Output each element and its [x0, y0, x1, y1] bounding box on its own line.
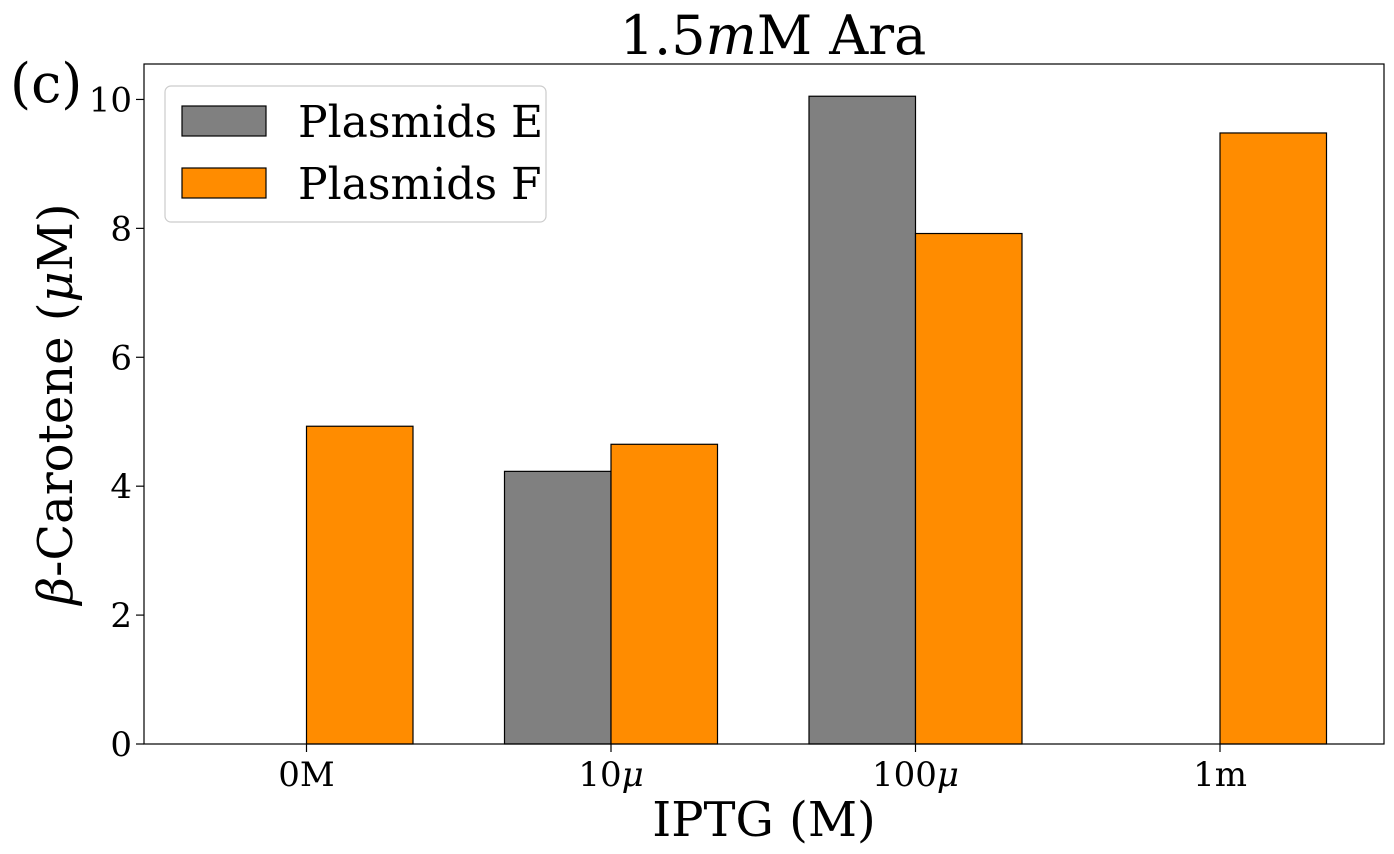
y-axis-ticks: 0 2 4 6 8 10 — [89, 80, 144, 765]
panel-label: (c) — [10, 52, 82, 115]
bar-plasmids-e-1 — [503, 470, 612, 745]
chart-title-number: 1.5 — [620, 4, 706, 67]
x-tick-label: 0M — [278, 755, 334, 795]
chart-title-rest: M Ara — [757, 4, 926, 67]
y-axis-label: β-Carotene (μM) — [28, 203, 84, 606]
bar-plasmids-e-2 — [808, 95, 917, 745]
x-tick-unit: μ — [937, 755, 959, 795]
y-tick-label: 0 — [110, 725, 132, 765]
x-tick-label: 1m — [1193, 755, 1247, 795]
bars-group — [305, 95, 1328, 745]
y-tick-label: 4 — [110, 467, 132, 507]
x-axis-ticks: 0M 10μ 100μ 1m — [278, 744, 1247, 795]
y-axis-label-end: M) — [28, 203, 84, 271]
x-tick-label: 10μ — [578, 755, 643, 795]
bar-plasmids-f-1 — [610, 443, 719, 745]
y-tick-label: 2 — [110, 596, 132, 636]
plot-frame — [143, 63, 1385, 745]
legend-label-plasmids-f: Plasmids F — [298, 159, 542, 210]
legend-swatch-plasmids-f — [181, 167, 267, 199]
x-axis-label: IPTG (M) — [652, 792, 875, 848]
bar-plasmids-f-3 — [1219, 132, 1328, 745]
bar-plasmids-f-0 — [305, 425, 414, 745]
legend-swatch-plasmids-e — [181, 105, 267, 137]
x-tick-number: 100 — [872, 755, 937, 795]
legend-label-plasmids-e: Plasmids E — [298, 97, 543, 148]
y-tick-label: 6 — [110, 338, 132, 378]
y-axis-label-text: -Carotene ( — [28, 302, 84, 576]
x-tick-unit: μ — [622, 755, 644, 795]
bar-plasmids-f-2 — [914, 232, 1023, 745]
x-tick-number: 10 — [578, 755, 621, 795]
chart-title-italic: m — [706, 4, 757, 67]
legend: Plasmids E Plasmids F — [164, 85, 547, 223]
y-tick-label: 8 — [110, 209, 132, 249]
x-tick-label: 100μ — [872, 755, 959, 795]
y-axis-label-symbol: β — [28, 577, 84, 607]
y-tick-label: 10 — [89, 80, 132, 120]
y-axis-label-unit: μ — [28, 271, 84, 302]
chart-title: 1.5mM Ara — [620, 4, 927, 67]
